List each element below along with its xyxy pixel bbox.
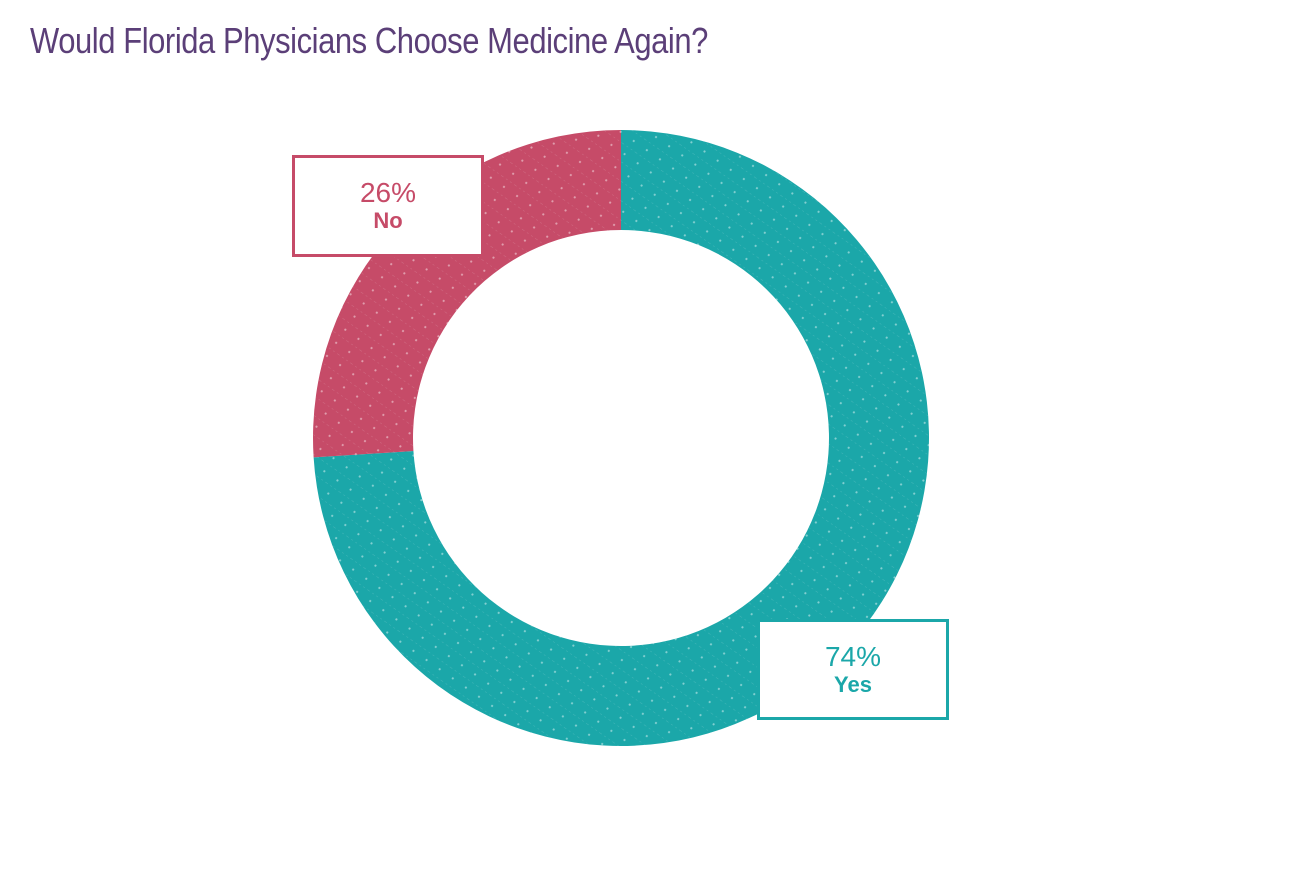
yes-percent: 74% (824, 640, 882, 672)
donut-slices (312, 130, 929, 747)
no-label: No (373, 208, 403, 233)
callout-yes: 74% Yes (757, 619, 949, 720)
callout-no: 26% No (292, 155, 484, 257)
slice-texture (313, 130, 929, 747)
chart-title: Would Florida Physicians Choose Medicine… (30, 20, 708, 61)
slice-texture (312, 130, 621, 458)
yes-label: Yes (834, 671, 872, 697)
no-percent: 26% (359, 177, 417, 208)
